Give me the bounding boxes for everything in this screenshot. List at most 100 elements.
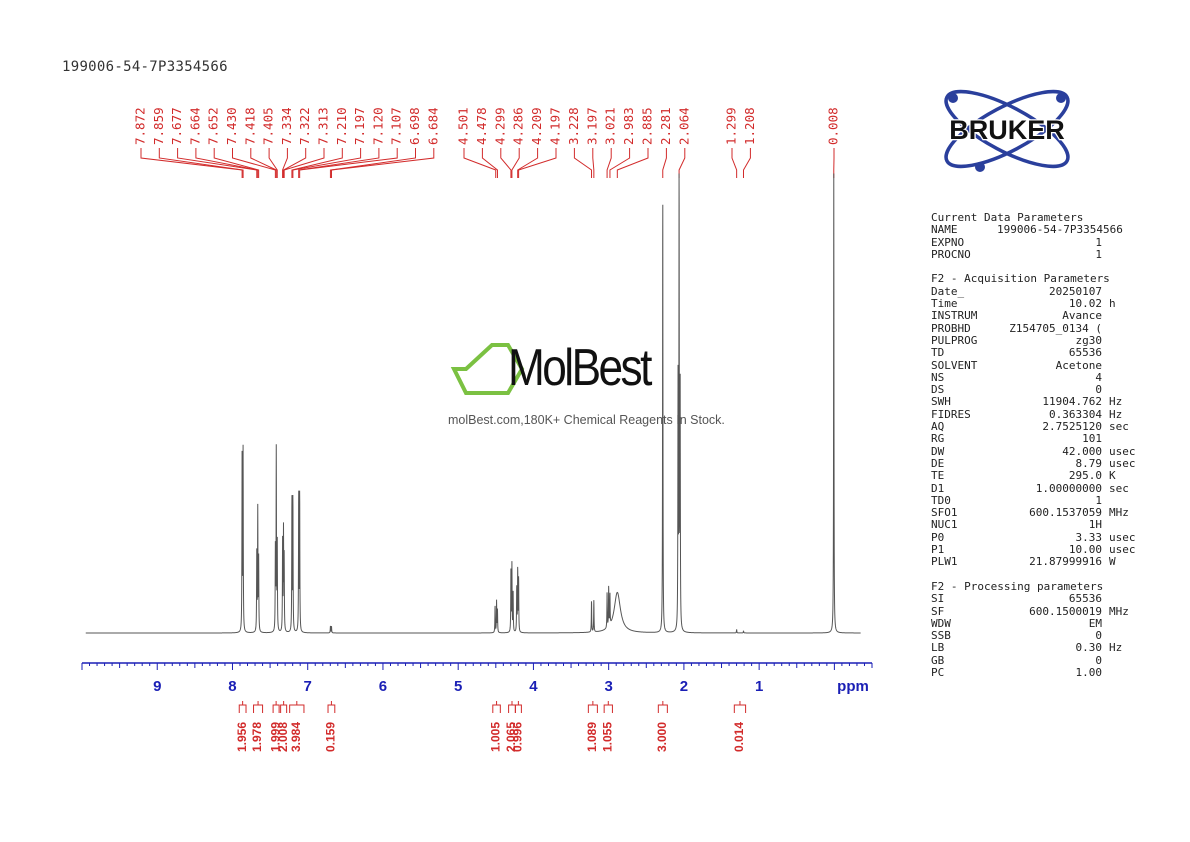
param-row: RG 101 [931,432,1151,446]
peak-label: 2.064 [676,107,691,145]
tick-label: 8 [228,678,236,695]
peak-label: 7.322 [297,107,312,145]
peak-connector [250,148,277,178]
tick-label: 1 [755,678,763,695]
integral-value: 0.996 [511,722,525,752]
spectrum-trace [85,173,861,634]
bruker-logo: BRUKER [920,82,1095,181]
param-row: Date_ 20250107 [931,285,1151,298]
param-unit: Hz [1109,641,1123,655]
param-key: SWH [931,395,951,409]
integral-value: 2.065 [504,722,518,752]
param-value: 199006-54-7P3354566 [997,223,1123,237]
spectrum-trace-layer [85,173,861,634]
param-row: EXPNO 1 [931,236,1151,249]
param-key: INSTRUM [931,309,978,323]
peak-label: 7.859 [151,107,166,145]
param-unit: K [1109,469,1116,483]
peak-label: 7.120 [370,107,385,145]
param-row: LB 0.30 Hz [931,641,1151,655]
tick-label: 5 [454,678,462,695]
param-key: P1 [931,543,945,557]
param-key: NS [931,370,945,384]
integral-value: 0.014 [732,722,746,752]
param-unit: Hz [1109,407,1123,421]
tick-label: 6 [379,678,387,695]
param-key: AQ [931,420,945,434]
peak-label: 7.418 [242,107,257,145]
molbest-brand: MolBest [508,339,652,397]
integral-bracket [603,704,613,713]
tick-label: 2 [680,678,688,695]
peak-label: 7.677 [169,107,184,145]
param-value: Z154705_0134 ( [1009,321,1102,335]
param-row: PROBHD Z154705_0134 ( [931,321,1151,335]
param-row: AQ 2.7525120 sec [931,420,1151,434]
param-row: SWH 11904.762 Hz [931,395,1151,409]
param-key: DS [931,383,945,397]
peak-connector [291,148,343,178]
peak-label: 7.334 [279,107,294,145]
param-key: SF [931,604,945,618]
param-key: NAME [931,223,958,237]
param-row: SSB 0 [931,629,1151,642]
peak-label-layer: 7.872 7.859 7.677 7.664 7.652 7.430 7.418 7.405… [133,107,841,178]
peak-connector [731,148,738,178]
peak-label: 7.197 [352,107,367,145]
param-key: RG [931,432,945,446]
param-key: SOLVENT [931,358,978,372]
peak-label: 7.430 [224,107,239,145]
param-value: 1.00000000 [1035,481,1102,495]
param-unit: Hz [1109,395,1123,409]
peak-connector [140,148,243,178]
peak-connector [616,148,649,178]
param-row: PLW1 21.87999916 W [931,555,1151,569]
peak-label: 7.652 [206,107,221,145]
param-unit: usec [1109,543,1136,557]
param-row: PC 1.00 [931,666,1151,679]
param-value: 10.02 [1068,297,1102,311]
integral-value: 1.956 [235,722,249,752]
peak-connector [511,148,520,178]
param-key: P0 [931,530,945,544]
param-row: PROCNO 1 [931,247,1151,261]
peak-connector [573,148,593,178]
param-value: 2.7525120 [1042,420,1102,434]
param-unit: usec [1109,530,1136,544]
param-row: TE 295.0 K [931,469,1151,483]
param-value: 600.1500019 [1029,604,1102,618]
param-row: SI 65536 [931,592,1151,606]
peak-label: 3.228 [566,107,581,145]
integral-value: 1.978 [250,722,264,752]
peak-connector [500,148,512,178]
acquisition-parameters-panel: Current Data Parameters NAME 199006-54-7P… [931,211,1151,679]
param-key: SI [931,592,945,606]
param-key: DW [931,444,945,458]
tick-label: 9 [153,678,161,695]
tick-label: 4 [529,678,538,695]
integral-bracket [280,704,288,713]
integral-bracket [272,704,280,713]
nmr-spectrum-chart: 7.872 7.859 7.677 7.664 7.652 7.430 7.418 7.405… [81,107,873,752]
peak-connector [463,148,497,178]
param-row: NAME 199006-54-7P3354566 [931,223,1151,237]
param-row: DE 8.79 usec [931,457,1151,470]
param-value: Avance [1062,309,1102,323]
param-value: 11904.762 [1042,395,1102,409]
peak-label: 6.698 [407,107,422,145]
param-row: SF 600.1500019 MHz [931,604,1151,618]
param-key: PLW1 [931,555,958,569]
peak-label: 3.197 [584,107,599,145]
param-key: Time [931,297,958,311]
peak-connector [213,148,260,178]
integral-value: 2.008 [276,722,290,752]
param-value: 1 [1095,493,1102,507]
param-key: PROCNO [931,247,971,261]
param-value: zg30 [1075,333,1103,347]
param-key: PROBHD [931,321,971,335]
peak-label: 7.872 [133,107,148,145]
param-unit: MHz [1109,604,1129,618]
param-value: 0 [1095,383,1102,397]
tick-label: 3 [604,678,612,695]
